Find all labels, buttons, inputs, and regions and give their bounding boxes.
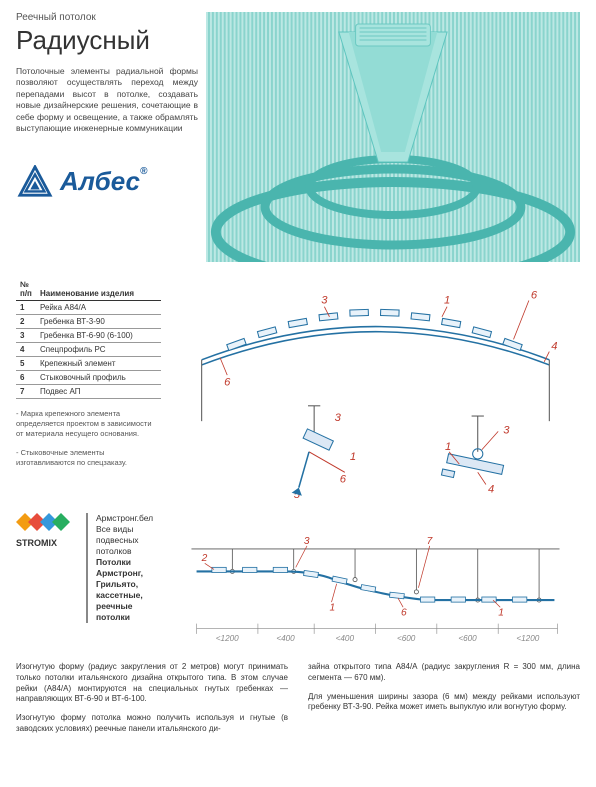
parts-table: № п/п Наименование изделия 1Рейка А84/А … (16, 278, 161, 399)
svg-text:1: 1 (444, 295, 450, 307)
svg-text:<1200: <1200 (516, 634, 539, 643)
product-title: Радиусный (16, 25, 198, 56)
svg-text:1: 1 (445, 441, 451, 453)
table-row: 4Спецпрофиль РС (16, 343, 161, 357)
svg-text:3: 3 (304, 536, 310, 547)
svg-text:6: 6 (531, 289, 538, 301)
stromix-icon (16, 513, 70, 531)
svg-text:<1200: <1200 (216, 634, 239, 643)
product-photo (206, 12, 580, 262)
svg-text:<600: <600 (397, 634, 416, 643)
svg-text:1: 1 (498, 607, 504, 618)
stromix-name: STROMIX (16, 538, 76, 548)
body-p4: Для уменьшения ширины зазора (6 мм) межд… (308, 692, 580, 714)
table-row: 7Подвес АП (16, 385, 161, 399)
stromix-line2: Все виды подвесных потолков (96, 524, 161, 557)
table-row: 1Рейка А84/А (16, 301, 161, 315)
svg-text:<400: <400 (336, 634, 355, 643)
table-header-name: Наименование изделия (36, 278, 161, 301)
product-subtitle: Реечный потолок (16, 12, 198, 23)
table-note-2: - Стыковочные элементы изготавливаются п… (16, 448, 161, 468)
logo-text: Албес® (60, 166, 147, 197)
svg-text:2: 2 (201, 553, 208, 564)
svg-text:6: 6 (401, 607, 407, 618)
table-header-num: № п/п (16, 278, 36, 301)
body-p2: Изогнутую форму потолка можно получить и… (16, 713, 288, 735)
svg-text:<400: <400 (276, 634, 295, 643)
svg-text:6: 6 (340, 473, 347, 485)
svg-text:<600: <600 (458, 634, 477, 643)
brand-logo: Албес® (16, 165, 198, 199)
table-note-1: - Марка крепежного элемента определяется… (16, 409, 161, 438)
svg-text:3: 3 (321, 295, 328, 307)
stromix-block: STROMIX Армстронг.бел Все виды подвесных… (16, 513, 161, 623)
svg-text:3: 3 (335, 412, 342, 424)
svg-text:4: 4 (488, 484, 494, 496)
body-p1: Изогнутую форму (радиус закругления от 2… (16, 662, 288, 705)
body-p3: зайна открытого типа А84/А (радиус закру… (308, 662, 580, 684)
table-row: 6Стыковочный профиль (16, 371, 161, 385)
svg-text:4: 4 (551, 341, 557, 353)
stromix-line1: Армстронг.бел (96, 513, 161, 524)
svg-text:1: 1 (350, 451, 356, 463)
logo-icon (16, 165, 54, 199)
intro-text: Потолочные элементы радиальной формы поз… (16, 66, 198, 135)
technical-diagram: 6 3 1 4 6 3 1 6 (171, 278, 580, 648)
stromix-line3: Потолки Армстронг, Грильято, кассетные, … (96, 557, 161, 623)
table-row: 3Гребенка ВТ-6-90 (6-100) (16, 329, 161, 343)
svg-text:3: 3 (503, 424, 510, 436)
table-row: 5Крепежный элемент (16, 357, 161, 371)
svg-text:1: 1 (329, 602, 335, 613)
table-row: 2Гребенка ВТ-3-90 (16, 315, 161, 329)
svg-text:7: 7 (427, 536, 433, 547)
svg-text:6: 6 (224, 376, 231, 388)
